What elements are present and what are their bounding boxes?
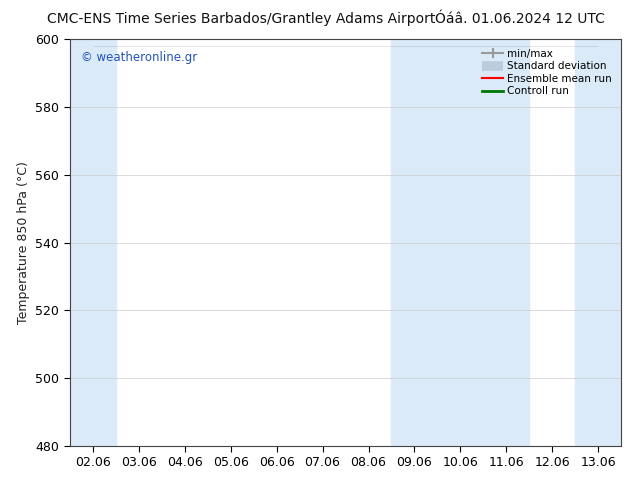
Bar (391, 39, 529, 446)
Legend: min/max, Standard deviation, Ensemble mean run, Controll run: min/max, Standard deviation, Ensemble me… (478, 45, 616, 100)
Y-axis label: Temperature 850 hPa (°C): Temperature 850 hPa (°C) (16, 161, 30, 324)
Bar (575, 39, 621, 446)
Text: CMC-ENS Time Series Barbados/Grantley Adams Airport: CMC-ENS Time Series Barbados/Grantley Ad… (47, 12, 435, 26)
Text: Óáâ. 01.06.2024 12 UTC: Óáâ. 01.06.2024 12 UTC (435, 12, 605, 26)
Bar (70, 39, 115, 446)
Text: © weatheronline.gr: © weatheronline.gr (81, 51, 197, 64)
